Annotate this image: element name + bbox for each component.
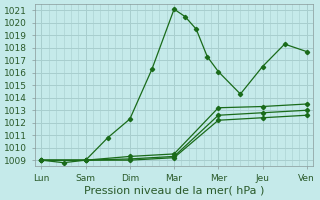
X-axis label: Pression niveau de la mer( hPa ): Pression niveau de la mer( hPa ) xyxy=(84,186,264,196)
